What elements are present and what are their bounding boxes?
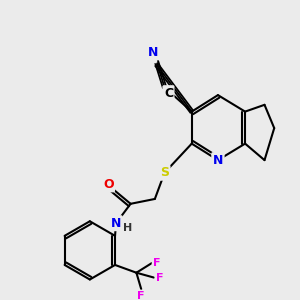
Text: F: F: [137, 291, 145, 300]
Text: F: F: [153, 258, 160, 268]
Text: N: N: [148, 46, 158, 59]
Text: S: S: [160, 166, 169, 179]
Text: H: H: [123, 223, 132, 233]
Text: C: C: [164, 87, 173, 100]
Text: N: N: [111, 217, 121, 230]
Text: F: F: [156, 273, 164, 283]
Text: C: C: [146, 49, 155, 62]
Text: N: N: [213, 154, 223, 166]
Text: O: O: [103, 178, 114, 191]
